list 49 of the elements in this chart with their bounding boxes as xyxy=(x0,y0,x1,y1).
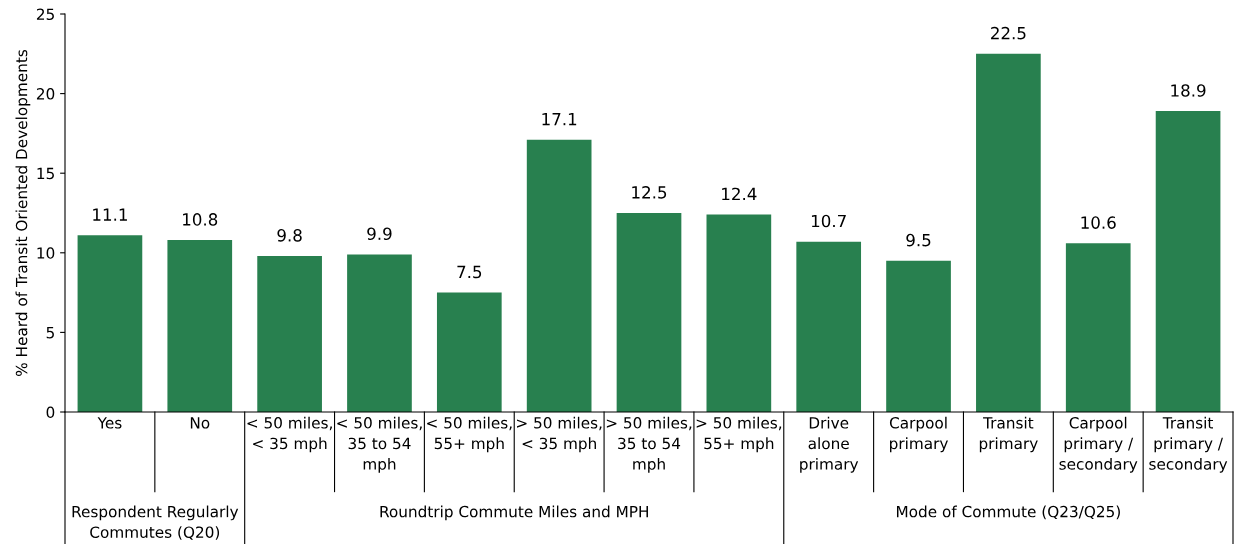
x-tick-label: No xyxy=(190,417,210,429)
bar xyxy=(257,255,322,412)
bar xyxy=(1065,243,1131,412)
y-tick-label: 20 xyxy=(36,88,55,100)
x-tick-label: < 50 miles, 35 to 54 mph xyxy=(337,416,422,473)
bar xyxy=(347,254,412,412)
y-tick-label: 15 xyxy=(37,167,54,180)
x-tick-label: < 50 miles, 55+ mph xyxy=(427,416,512,453)
x-tick-label: < 50 miles, < 35 mph xyxy=(247,416,332,453)
x-tick-label: > 50 miles, < 35 mph xyxy=(517,416,602,453)
data-label: 9.9 xyxy=(367,227,392,241)
x-tick-label: Transit primary xyxy=(979,416,1038,453)
x-tick-label: Carpool primary / secondary xyxy=(1059,416,1138,473)
y-axis-title: % Heard of Transit Oriented Developments xyxy=(15,49,31,376)
data-label: 18.9 xyxy=(1171,84,1206,97)
text: Respondent Regularly Commutes (Q20) xyxy=(72,505,239,540)
bar xyxy=(526,139,592,412)
y-tick-label: 0 xyxy=(46,406,55,419)
bar xyxy=(1155,111,1221,412)
data-label: 9.5 xyxy=(906,233,931,247)
bar xyxy=(77,235,143,412)
bar xyxy=(167,240,233,412)
data-label: 7.5 xyxy=(457,265,482,279)
bar xyxy=(706,214,772,412)
x-tick-label: > 50 miles, 55+ mph xyxy=(696,416,782,453)
bar xyxy=(616,213,682,412)
x-tick-label: Transit primary / secondary xyxy=(1149,416,1228,473)
x-tick-label: Drive alone primary xyxy=(800,416,859,473)
data-label: 22.5 xyxy=(991,26,1026,40)
y-tick-label: 25 xyxy=(36,8,54,21)
x-tick-label: Yes xyxy=(97,417,122,429)
text: Roundtrip Commute Miles and MPH xyxy=(380,505,648,521)
data-label: 12.4 xyxy=(722,187,757,201)
bar xyxy=(976,53,1041,412)
x-tick-label: > 50 miles, 35 to 54 mph xyxy=(606,416,692,473)
bar xyxy=(796,241,862,412)
text: Mode of Commute (Q23/Q25) xyxy=(897,505,1120,520)
bar xyxy=(886,260,951,412)
y-tick-label: 5 xyxy=(46,327,54,339)
data-label: 12.5 xyxy=(632,186,667,199)
data-label: 10.8 xyxy=(183,213,218,226)
data-label: 10.6 xyxy=(1081,216,1116,229)
y-tick-label: 10 xyxy=(37,247,55,259)
x-tick-label: Carpool primary xyxy=(889,416,948,453)
data-label: 17.1 xyxy=(542,113,577,126)
bar xyxy=(436,292,502,412)
data-label: 9.8 xyxy=(277,229,302,242)
data-label: 10.7 xyxy=(811,214,846,228)
data-label: 11.1 xyxy=(93,208,127,221)
